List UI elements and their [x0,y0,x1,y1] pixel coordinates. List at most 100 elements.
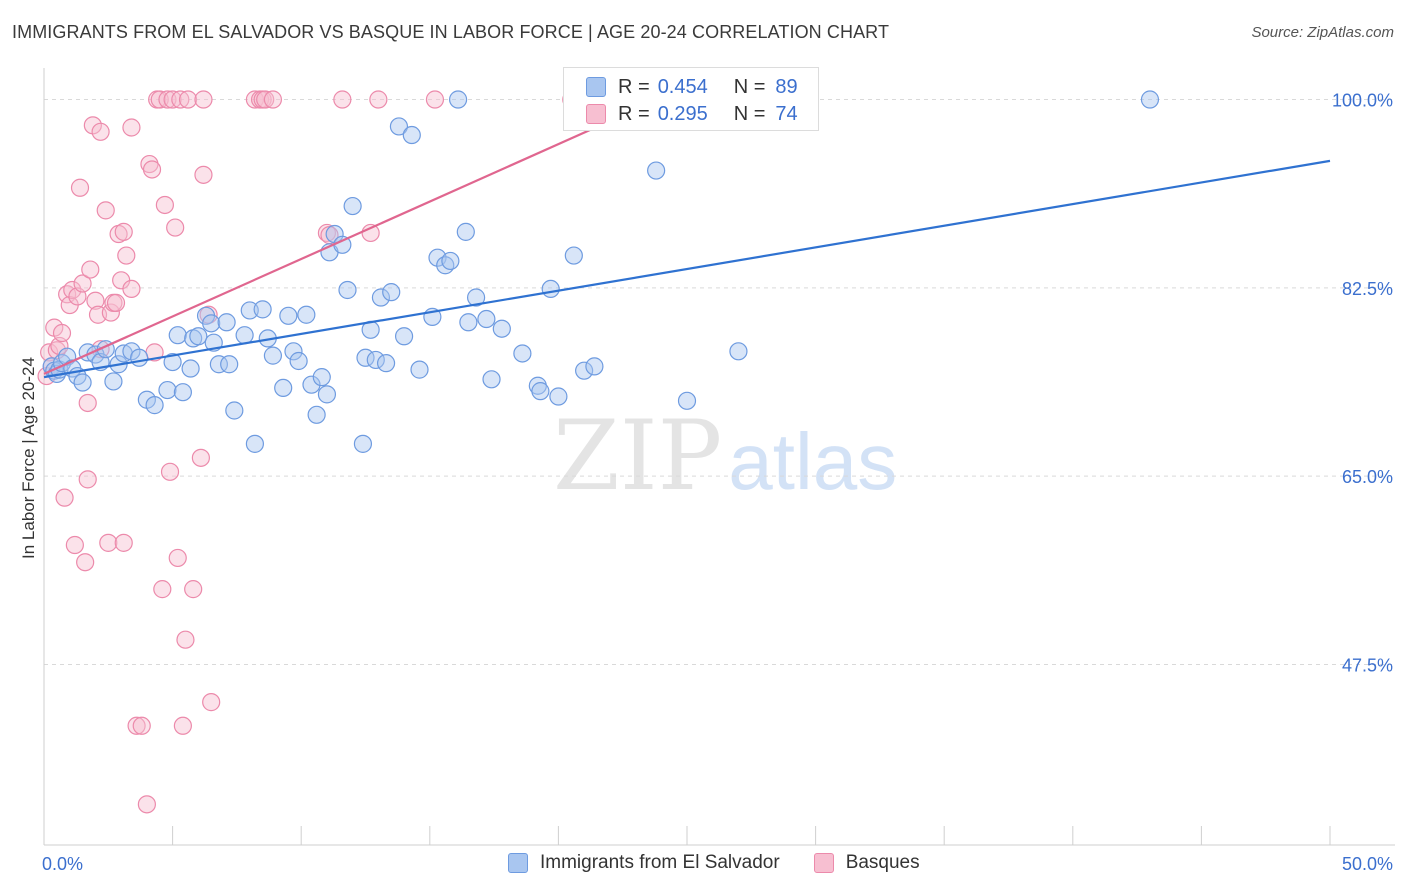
data-point [317,385,337,404]
data-point [333,90,352,109]
data-point [441,251,460,271]
y-tick-label: 100.0% [1332,91,1393,111]
data-point [145,396,164,415]
data-point [245,434,265,453]
data-point [55,488,74,507]
data-point [343,196,362,216]
legend-swatch-blue [586,77,606,97]
data-point [81,260,100,279]
data-point [389,117,409,136]
data-point [541,279,560,299]
data-point [279,306,298,325]
legend-row-el-salvador: R = 0.454 N = 89 [586,73,798,101]
data-point [191,448,210,467]
bottom-legend-label: Basques [845,852,920,873]
data-point [52,323,72,343]
data-point [338,280,357,300]
legend-r-value: 0.454 [657,75,708,98]
bottom-legend-el-salvador: Immigrants from El Salvador [508,852,780,874]
data-point [425,90,445,109]
bottom-legend: Immigrants from El Salvador Basques [508,852,954,874]
data-point [235,326,254,345]
data-point [1140,90,1160,109]
data-point [114,533,133,552]
data-point [189,327,208,346]
legend-r-value: 0.295 [657,102,708,125]
data-point [76,553,95,572]
data-point [104,372,123,391]
watermark-zip: ZIP [553,400,723,512]
data-point [366,350,385,370]
data-point [531,382,550,401]
data-point [181,359,200,378]
legend-n-label: N = [733,102,766,125]
y-axis-title: In Labor Force | Age 20-24 [19,357,38,559]
y-tick-label: 47.5% [1342,655,1393,675]
data-point [194,90,213,109]
trend-line [43,159,1331,379]
data-point [163,90,182,109]
legend-row-basques: R = 0.295 N = 74 [586,100,798,128]
data-point [312,368,331,387]
data-point [382,283,401,302]
tick-labels: 100.0% 82.5% 65.0% 47.5% 0.0% 50.0% [42,91,1393,874]
data-point [202,693,221,712]
y-tick-label: 65.0% [1342,467,1393,487]
data-point [106,293,126,312]
data-point [240,301,259,320]
data-point [153,580,172,599]
data-point [137,795,156,814]
watermark-atlas: atlas [728,417,898,506]
data-point [549,387,568,406]
data-point [127,716,146,735]
data-point [178,90,198,109]
data-point [307,405,326,424]
chart-title: IMMIGRANTS FROM EL SALVADOR VS BASQUE IN… [12,22,890,42]
data-point [158,90,177,109]
data-point [220,355,239,374]
data-point [209,355,228,374]
data-point [353,434,373,453]
data-point [78,393,97,413]
data-point [369,90,388,109]
data-point [302,375,321,394]
bottom-legend-swatch-blue [508,853,528,873]
data-point [459,313,478,332]
data-point [142,160,162,179]
x-tick-label: 0.0% [42,854,83,874]
data-point [91,122,110,141]
data-point [96,201,115,220]
data-point [173,716,192,735]
data-point [456,222,475,241]
data-point [168,326,187,345]
trend-lines [43,101,1331,379]
data-point [184,580,203,599]
y-tick-label: 82.5% [1342,279,1393,299]
data-point [376,354,396,373]
data-point [130,348,149,367]
watermark: ZIPatlas [553,400,897,512]
data-point [371,288,391,307]
data-point [217,313,236,332]
data-point [114,222,133,241]
data-point [263,90,283,109]
data-point [410,360,429,379]
data-point [289,351,308,371]
data-point [225,401,244,420]
data-point [677,391,697,410]
axes [43,68,1395,846]
data-point [173,383,192,402]
data-point [194,165,213,184]
data-point [65,535,84,555]
data-point [73,373,92,392]
data-point [150,90,169,109]
data-point [274,378,293,398]
data-point [482,370,501,389]
series-el-salvador [42,90,1160,453]
data-point [492,319,511,338]
data-point [122,118,141,137]
source-label: Source: ZipAtlas.com [1251,24,1394,41]
data-point [117,246,136,265]
trend-line [43,101,652,375]
data-point [729,342,748,361]
